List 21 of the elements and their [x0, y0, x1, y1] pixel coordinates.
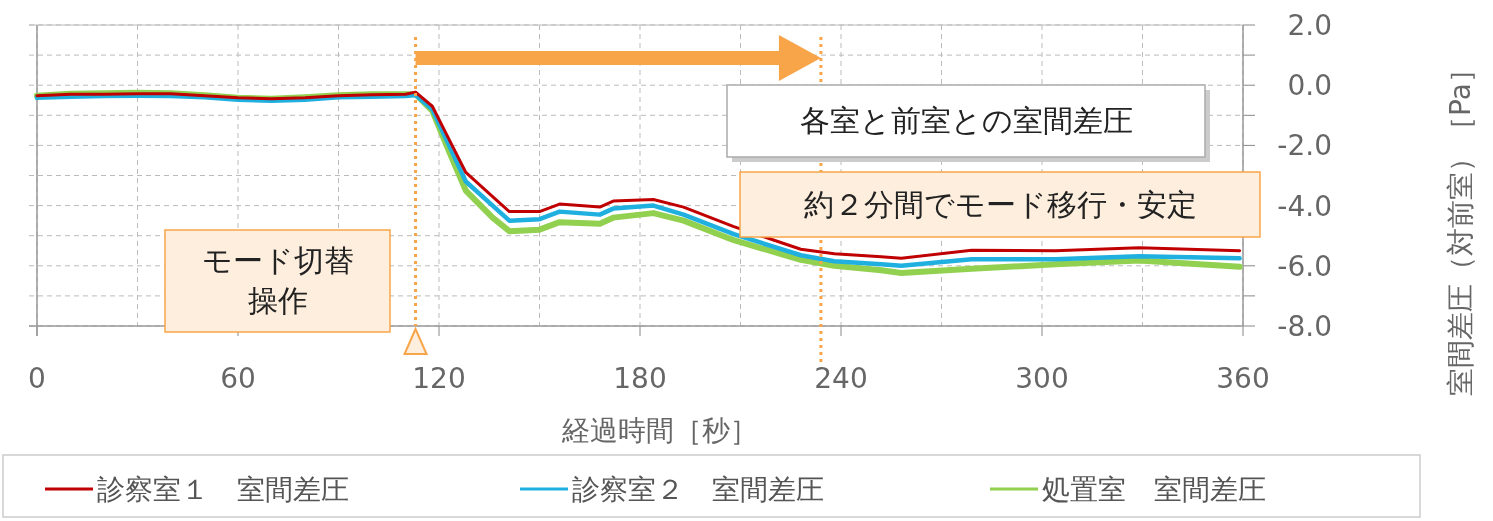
x-tick-label: 180: [613, 362, 667, 395]
y-tick-label: 2.0: [1287, 9, 1332, 42]
x-tick-label: 360: [1216, 362, 1270, 395]
y-axis-title: 室間差圧（対前室）［Pa］: [1444, 55, 1477, 396]
legend-label: 診察室１ 室間差圧: [97, 473, 349, 506]
x-tick-label: 120: [412, 362, 466, 395]
y-tick-label: -2.0: [1277, 129, 1332, 163]
x-tick-label: 60: [220, 362, 256, 395]
x-axis-title: 経過時間［秒］: [561, 414, 758, 447]
y-tick-label: -8.0: [1277, 310, 1332, 343]
y-tick-label: -6.0: [1277, 249, 1332, 283]
y-tick-label: -4.0: [1277, 189, 1332, 223]
annotation: 各室と前室との室間差圧: [799, 103, 1133, 138]
x-tick-label: 0: [28, 362, 46, 395]
legend-label: 診察室２ 室間差圧: [572, 473, 824, 506]
annotation: モード切替操作: [201, 243, 354, 318]
x-tick-label: 300: [1015, 362, 1069, 395]
x-tick-label: 240: [814, 362, 868, 395]
y-tick-label: 0.0: [1287, 69, 1332, 103]
annotation: 約２分間でモード移行・安定: [803, 186, 1197, 222]
legend-label: 処置室 室間差圧: [1042, 473, 1266, 506]
